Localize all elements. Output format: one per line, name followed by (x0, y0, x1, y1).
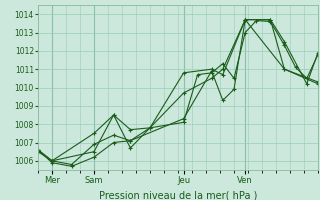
X-axis label: Pression niveau de la mer( hPa ): Pression niveau de la mer( hPa ) (99, 190, 257, 200)
